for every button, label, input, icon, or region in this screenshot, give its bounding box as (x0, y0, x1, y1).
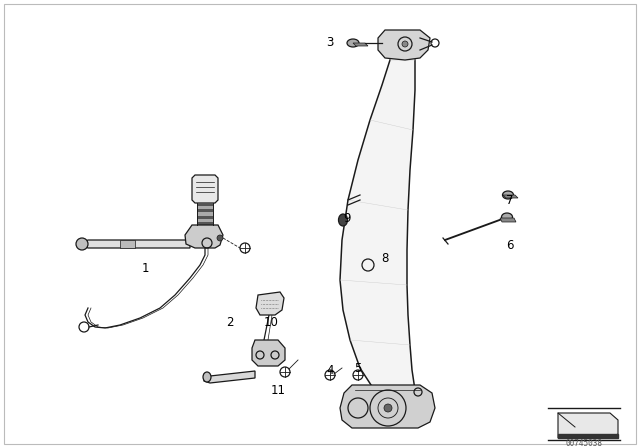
Text: 11: 11 (271, 383, 285, 396)
Polygon shape (558, 413, 618, 438)
Polygon shape (340, 385, 435, 428)
Polygon shape (197, 212, 213, 215)
Polygon shape (197, 209, 213, 212)
Polygon shape (197, 203, 213, 206)
Circle shape (76, 238, 88, 250)
Polygon shape (500, 218, 516, 222)
Polygon shape (197, 206, 213, 209)
Text: 6: 6 (506, 238, 514, 251)
Text: 10: 10 (264, 315, 278, 328)
Ellipse shape (203, 372, 211, 382)
Polygon shape (120, 240, 135, 248)
Polygon shape (340, 60, 418, 400)
Polygon shape (503, 195, 518, 198)
Polygon shape (252, 340, 285, 366)
Text: 9: 9 (343, 211, 351, 224)
Polygon shape (378, 30, 430, 60)
Circle shape (402, 41, 408, 47)
Ellipse shape (502, 191, 513, 199)
Polygon shape (197, 219, 213, 222)
Circle shape (384, 404, 392, 412)
Polygon shape (185, 225, 223, 248)
Polygon shape (197, 215, 213, 219)
Text: 7: 7 (506, 194, 514, 207)
Ellipse shape (502, 213, 513, 221)
Circle shape (217, 235, 223, 241)
Text: 3: 3 (326, 35, 333, 48)
Text: 00745038: 00745038 (566, 439, 602, 448)
Polygon shape (256, 292, 284, 315)
Text: 5: 5 (355, 362, 362, 375)
Ellipse shape (339, 214, 348, 226)
Polygon shape (197, 222, 213, 225)
Text: 2: 2 (227, 315, 234, 328)
Text: 8: 8 (381, 251, 388, 264)
Polygon shape (558, 434, 618, 438)
Polygon shape (353, 43, 368, 46)
Ellipse shape (347, 39, 359, 47)
Text: 4: 4 (326, 363, 333, 376)
Polygon shape (192, 175, 218, 203)
Polygon shape (80, 240, 190, 248)
Text: 1: 1 (141, 262, 148, 275)
Polygon shape (204, 371, 255, 383)
